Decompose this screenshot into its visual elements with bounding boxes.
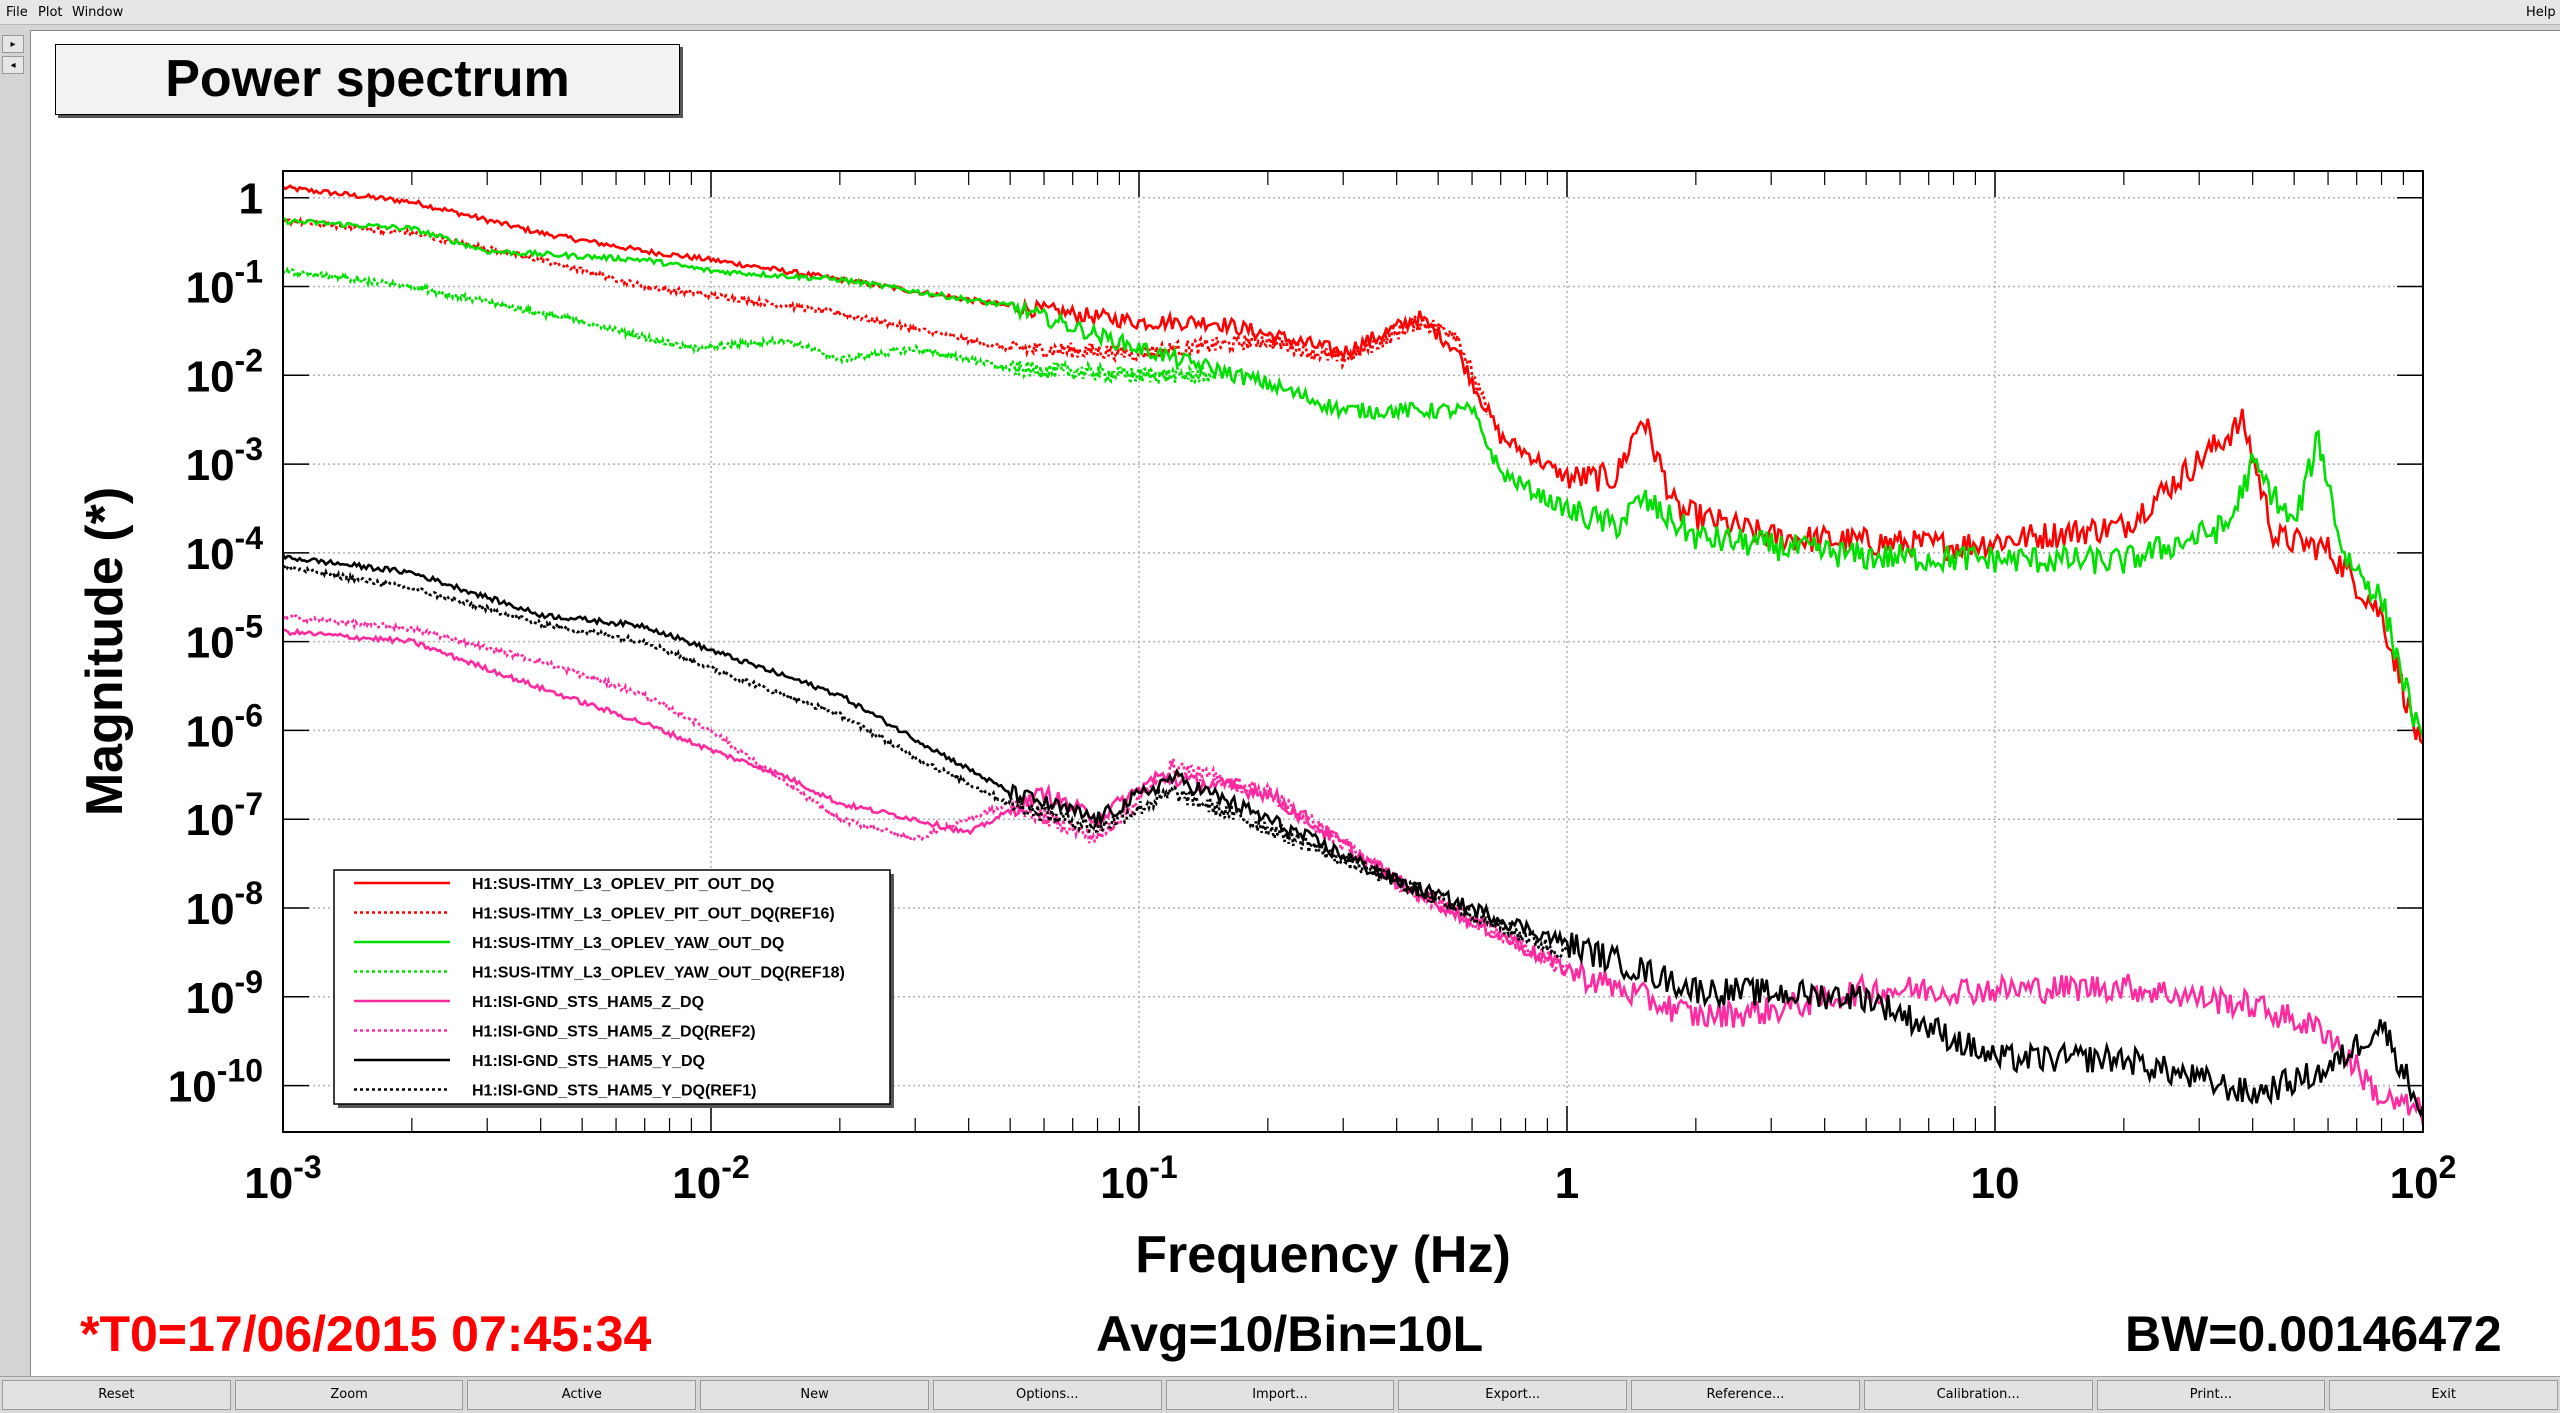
- y-tick-labels: 1 10-1 10-2 10-3 10-4 10-5 10-6 10-7 10-8 10-9 10-…: [168, 175, 263, 1112]
- y-tick-label: 10-1: [186, 254, 263, 313]
- y-tick-label: 10-6: [186, 697, 263, 756]
- series-line-6: [283, 611, 1569, 980]
- x-tick-label: 1: [1555, 1159, 1579, 1208]
- legend-entry: H1:ISI-GND_STS_HAM5_Y_DQ: [472, 1053, 705, 1070]
- legend-entry: H1:SUS-ITMY_L3_OPLEV_PIT_OUT_DQ(REF16): [472, 906, 835, 923]
- y-tick-label: 10-4: [186, 520, 264, 579]
- legend-entry: H1:SUS-ITMY_L3_OPLEV_YAW_OUT_DQ(REF18): [472, 965, 845, 982]
- options-button[interactable]: Options...: [932, 1380, 1162, 1410]
- import-button[interactable]: Import...: [1165, 1380, 1395, 1410]
- menu-plot[interactable]: Plot: [38, 5, 63, 20]
- y-tick-label: 10-7: [186, 786, 263, 845]
- calibration-button[interactable]: Calibration...: [1863, 1380, 2093, 1410]
- button-bar: Reset Zoom Active New Options... Import... Exp…: [0, 1376, 2560, 1413]
- bandwidth-label: BW=0.00146472: [2125, 1306, 2502, 1362]
- series-line-8: [283, 562, 1569, 961]
- series-line-3: [283, 217, 2423, 738]
- menu-bar: File Plot Window Help: [0, 0, 2560, 25]
- legend-entry: H1:ISI-GND_STS_HAM5_Z_DQ: [472, 994, 704, 1011]
- y-tick-label: 10-5: [186, 609, 263, 668]
- x-tick-label: 102: [2390, 1149, 2457, 1208]
- new-button[interactable]: New: [700, 1380, 929, 1410]
- series-curves: [283, 184, 2423, 1126]
- menu-file[interactable]: File: [6, 5, 28, 20]
- legend-entry: H1:ISI-GND_STS_HAM5_Y_DQ(REF1): [472, 1083, 757, 1100]
- series-line-4: [283, 266, 1216, 387]
- y-tick-label: 10-10: [168, 1053, 263, 1112]
- menu-window[interactable]: Window: [72, 5, 124, 20]
- print-button[interactable]: Print...: [2096, 1380, 2326, 1410]
- x-tick-label: 10-1: [1100, 1149, 1177, 1208]
- y-tick-label: 10-2: [186, 342, 263, 401]
- x-axis-title: Frequency (Hz): [1135, 1226, 1511, 1284]
- t0-label: *T0=17/06/2015 07:45:34: [80, 1306, 652, 1362]
- chart-title: Power spectrum: [55, 44, 680, 115]
- avg-bin-label: Avg=10/Bin=10L: [1096, 1306, 1484, 1362]
- exit-button[interactable]: Exit: [2329, 1380, 2558, 1410]
- export-button[interactable]: Export...: [1398, 1380, 1628, 1410]
- y-tick-label: 1: [239, 175, 263, 224]
- zoom-button[interactable]: Zoom: [234, 1380, 464, 1410]
- x-tick-labels: 10-3 10-2 10-1 1 10 102: [244, 1149, 2456, 1208]
- x-tick-label: 10-2: [672, 1149, 749, 1208]
- series-line-1: [283, 184, 2423, 745]
- x-tick-label: 10: [1971, 1159, 2020, 1208]
- y-tick-label: 10-3: [186, 431, 263, 490]
- x-tick-label: 10-3: [244, 1149, 321, 1208]
- legend-entry: H1:SUS-ITMY_L3_OPLEV_PIT_OUT_DQ: [472, 876, 774, 893]
- y-tick-label: 10-8: [186, 875, 263, 934]
- series-line-2: [283, 216, 1489, 415]
- reset-button[interactable]: Reset: [2, 1380, 231, 1410]
- legend: H1:SUS-ITMY_L3_OPLEV_PIT_OUT_DQ H1:SUS-IT…: [333, 869, 894, 1108]
- legend-entry: H1:SUS-ITMY_L3_OPLEV_YAW_OUT_DQ: [472, 935, 784, 952]
- expand-left-arrow-icon[interactable]: ◂: [2, 56, 24, 74]
- active-button[interactable]: Active: [467, 1380, 697, 1410]
- plot-frame: [282, 170, 2424, 1133]
- reference-button[interactable]: Reference...: [1631, 1380, 1860, 1410]
- y-tick-label: 10-9: [186, 964, 263, 1023]
- expand-right-arrow-icon[interactable]: ▸: [2, 35, 24, 53]
- y-axis-title: Magnitude (*): [76, 487, 134, 816]
- legend-entry: H1:ISI-GND_STS_HAM5_Z_DQ(REF2): [472, 1024, 756, 1041]
- menu-help[interactable]: Help: [2526, 5, 2556, 20]
- legend-box: [333, 869, 891, 1105]
